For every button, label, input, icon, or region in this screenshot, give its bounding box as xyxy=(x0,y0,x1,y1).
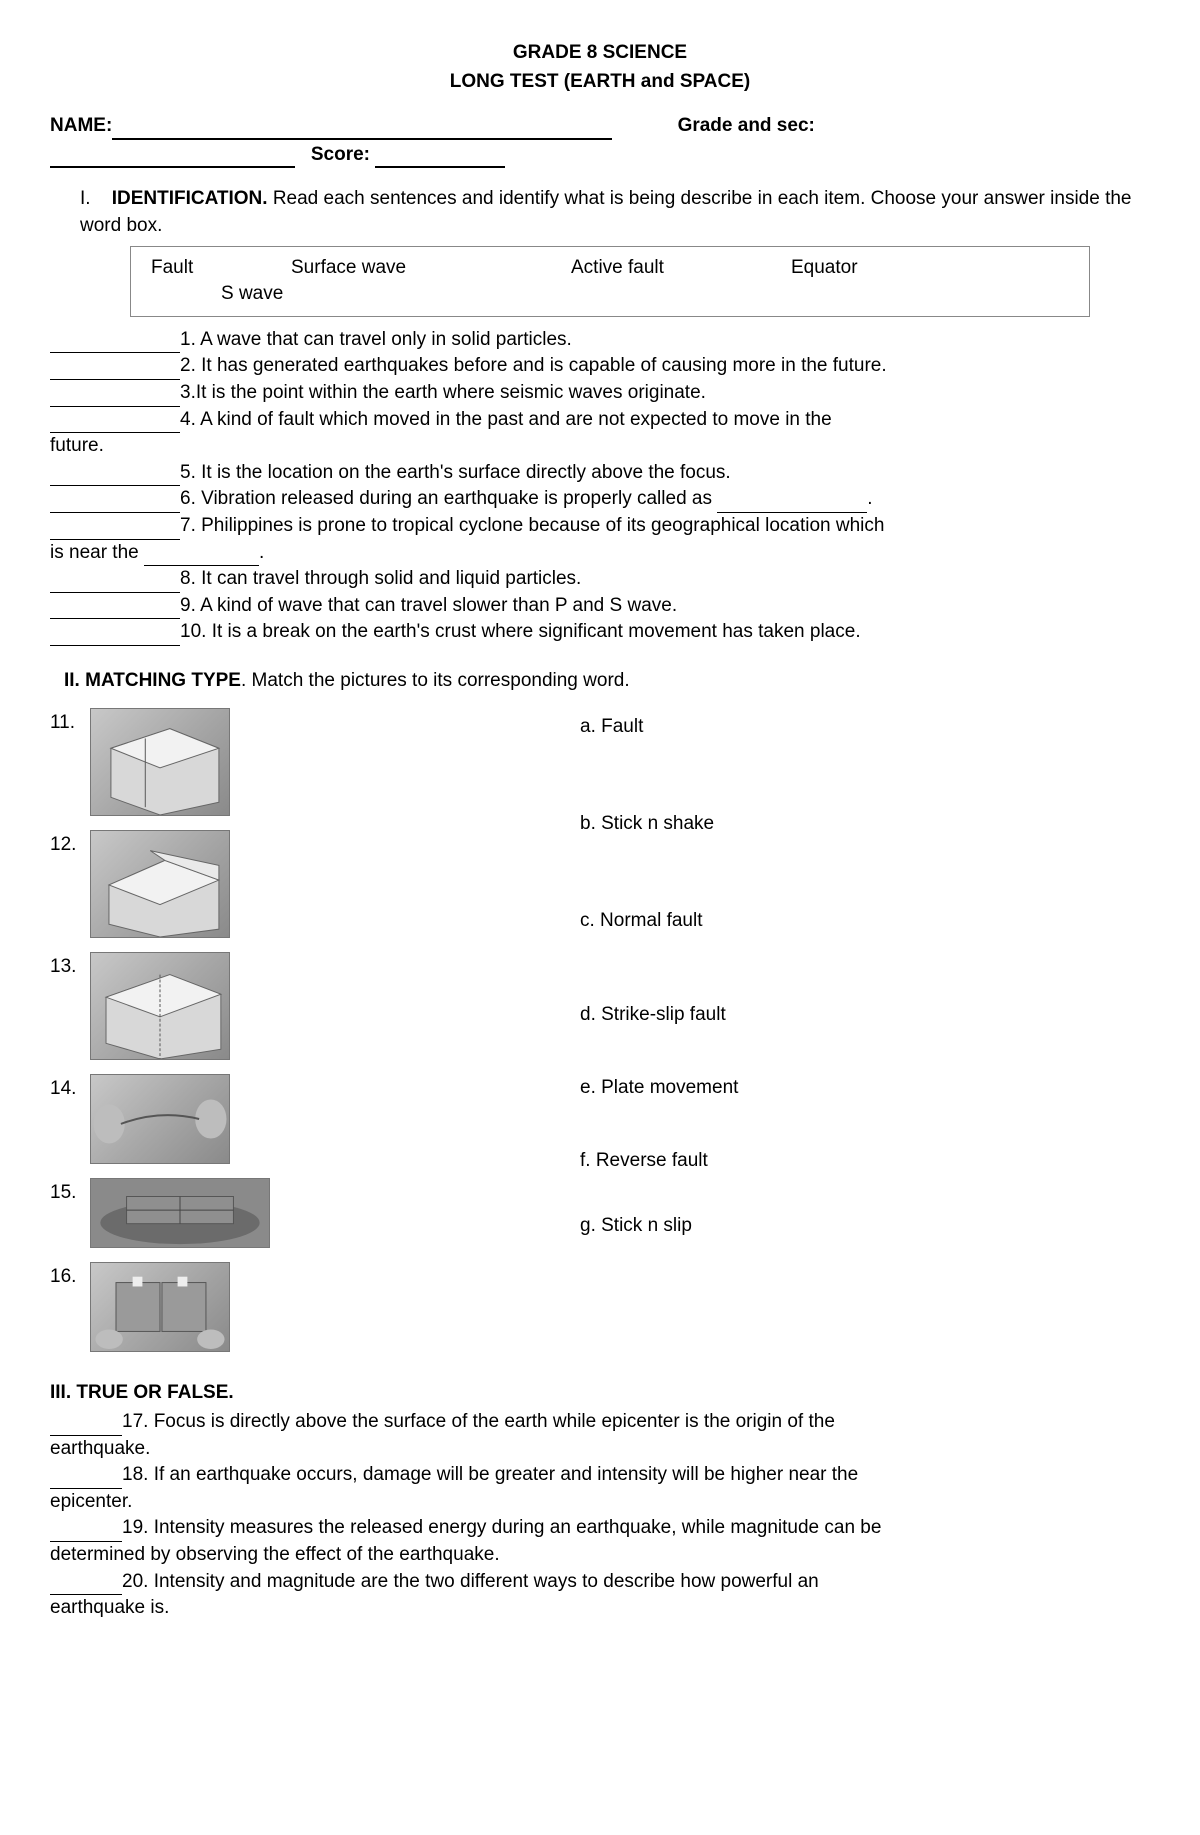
word-box: Fault Surface wave Active fault Equator … xyxy=(130,246,1090,317)
id-item: 9. A kind of wave that can travel slower… xyxy=(50,593,1150,620)
tf-item: 18. If an earthquake occurs, damage will… xyxy=(50,1462,1150,1489)
section2-title: II. MATCHING TYPE xyxy=(64,670,241,691)
matching-container: 11. 12. 13. 14. 15. xyxy=(50,708,1150,1366)
tf-wrap: epicenter. xyxy=(50,1489,1150,1516)
name-label: NAME: xyxy=(50,115,112,136)
wordbox-item: Active fault xyxy=(571,255,791,282)
match-number: 13. xyxy=(50,952,90,981)
match-item: 15. xyxy=(50,1178,580,1248)
score-label: Score: xyxy=(311,144,370,165)
name-row: NAME: Grade and sec: xyxy=(50,113,1150,140)
fault-block-image xyxy=(90,952,230,1060)
match-item: 13. xyxy=(50,952,580,1060)
grade-blank[interactable] xyxy=(50,166,295,168)
tf-item: 19. Intensity measures the released ener… xyxy=(50,1515,1150,1542)
wordbox-item: Surface wave xyxy=(291,255,571,282)
id-item: 1. A wave that can travel only in solid … xyxy=(50,327,1150,354)
fault-block-image xyxy=(90,708,230,816)
boxes-hands-image xyxy=(90,1262,230,1352)
tf-text: Intensity and magnitude are the two diff… xyxy=(148,1571,818,1592)
matching-right: a. Fault b. Stick n shake c. Normal faul… xyxy=(580,708,1150,1366)
name-blank[interactable] xyxy=(112,138,612,140)
id-text: 4. A kind of fault which moved in the pa… xyxy=(180,409,832,430)
tf-num: 18. xyxy=(122,1464,148,1485)
id-text: 9. A kind of wave that can travel slower… xyxy=(180,595,677,616)
tf-num: 20. xyxy=(122,1571,148,1592)
match-number: 11. xyxy=(50,708,90,737)
fault-block-image xyxy=(90,830,230,938)
section1-roman: I. xyxy=(80,188,91,209)
match-option: e. Plate movement xyxy=(580,1077,1150,1100)
tf-item: 17. Focus is directly above the surface … xyxy=(50,1409,1150,1436)
grade-label: Grade and sec: xyxy=(678,115,815,136)
id-text: 1. A wave that can travel only in solid … xyxy=(180,329,572,350)
id-text: 10. It is a break on the earth's crust w… xyxy=(180,621,861,642)
match-item: 11. xyxy=(50,708,580,816)
tf-wrap: earthquake. xyxy=(50,1436,1150,1463)
id-wrap: future. xyxy=(50,433,1150,460)
match-option: f. Reverse fault xyxy=(580,1150,1150,1173)
wordbox-item: Equator xyxy=(791,255,858,282)
wordbox-item: S wave xyxy=(221,283,283,304)
section3-title: III. TRUE OR FALSE. xyxy=(50,1380,1150,1407)
id-wrap: is near the . xyxy=(50,540,1150,567)
id-text: 3.It is the point within the earth where… xyxy=(180,382,706,403)
tf-text: Focus is directly above the surface of t… xyxy=(148,1411,834,1432)
header-subtitle: LONG TEST (EARTH and SPACE) xyxy=(50,69,1150,96)
tf-num: 17. xyxy=(122,1411,148,1432)
score-blank[interactable] xyxy=(375,166,505,168)
match-item: 12. xyxy=(50,830,580,938)
match-number: 12. xyxy=(50,830,90,859)
matching-left: 11. 12. 13. 14. 15. xyxy=(50,708,580,1366)
id-item: 7. Philippines is prone to tropical cycl… xyxy=(50,513,1150,540)
section2-heading: II. MATCHING TYPE. Match the pictures to… xyxy=(64,668,1150,695)
id-item: 5. It is the location on the earth's sur… xyxy=(50,460,1150,487)
id-text: 8. It can travel through solid and liqui… xyxy=(180,568,581,589)
tf-item: 20. Intensity and magnitude are the two … xyxy=(50,1569,1150,1596)
plate-image xyxy=(90,1178,270,1248)
match-option: b. Stick n shake xyxy=(580,811,1150,838)
id-wrap-dot: . xyxy=(259,542,264,563)
match-option: a. Fault xyxy=(580,714,1150,741)
match-option: d. Strike-slip fault xyxy=(580,1004,1150,1027)
id-item: 4. A kind of fault which moved in the pa… xyxy=(50,407,1150,434)
header-title: GRADE 8 SCIENCE xyxy=(50,40,1150,67)
id-text: 7. Philippines is prone to tropical cycl… xyxy=(180,515,884,536)
match-item: 14. xyxy=(50,1074,580,1164)
id-text: 6. Vibration released during an earthqua… xyxy=(180,488,717,509)
tf-wrap: earthquake is. xyxy=(50,1595,1150,1622)
score-row: Score: xyxy=(50,142,1150,169)
id-text: 5. It is the location on the earth's sur… xyxy=(180,462,731,483)
id-item: 6. Vibration released during an earthqua… xyxy=(50,486,1150,513)
match-number: 14. xyxy=(50,1074,90,1103)
wordbox-item: Fault xyxy=(151,255,291,282)
tf-text: If an earthquake occurs, damage will be … xyxy=(148,1464,858,1485)
match-number: 15. xyxy=(50,1178,90,1207)
tf-num: 19. xyxy=(122,1517,148,1538)
match-item: 16. xyxy=(50,1262,580,1352)
answer-blank[interactable] xyxy=(50,645,180,646)
tf-text: Intensity measures the released energy d… xyxy=(148,1517,881,1538)
id-item: 8. It can travel through solid and liqui… xyxy=(50,566,1150,593)
section1-title: IDENTIFICATION. xyxy=(112,188,268,209)
section1-intro: I. IDENTIFICATION. Read each sentences a… xyxy=(80,186,1150,239)
section2-instruction: . Match the pictures to its correspondin… xyxy=(241,670,630,691)
id-wrap-text: is near the xyxy=(50,542,144,563)
match-option: c. Normal fault xyxy=(580,908,1150,935)
id-item: 10. It is a break on the earth's crust w… xyxy=(50,619,1150,646)
match-option: g. Stick n slip xyxy=(580,1213,1150,1240)
id-text: 2. It has generated earthquakes before a… xyxy=(180,355,887,376)
hands-rope-image xyxy=(90,1074,230,1164)
id-item: 3.It is the point within the earth where… xyxy=(50,380,1150,407)
id-item: 2. It has generated earthquakes before a… xyxy=(50,353,1150,380)
match-number: 16. xyxy=(50,1262,90,1291)
tf-wrap: determined by observing the effect of th… xyxy=(50,1542,1150,1569)
